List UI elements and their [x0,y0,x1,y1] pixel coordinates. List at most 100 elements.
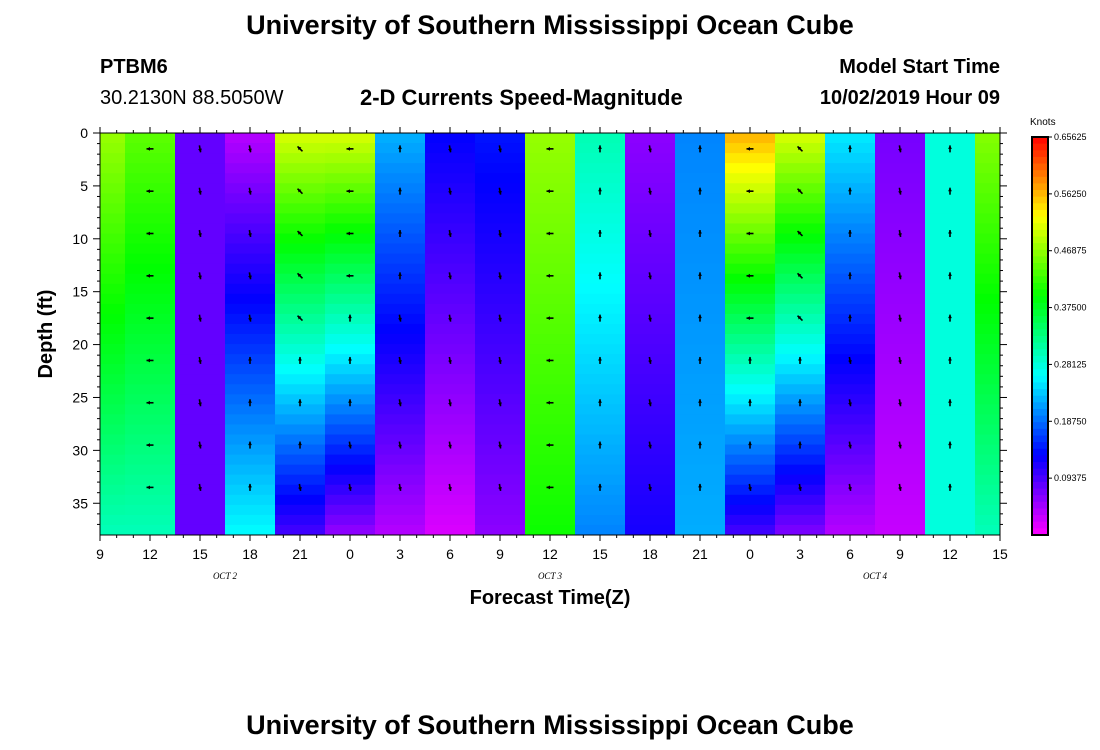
heatmap-cell [525,273,576,285]
heatmap-cell [875,424,926,436]
heatmap-cell [575,283,626,295]
heatmap-cell [100,444,126,456]
heatmap-cell [100,394,126,405]
current-arrow [498,314,502,322]
heatmap-cell [975,193,1000,204]
heatmap-cell [325,454,376,466]
heatmap-cell [125,133,176,144]
heatmap-cell [725,474,776,486]
current-arrow [398,272,402,280]
heatmap-cell [225,163,276,174]
heatmap-cell [875,253,926,265]
heatmap-cell [675,263,726,275]
heatmap-cell [725,454,776,466]
heatmap-cell [125,263,176,275]
model-start-value: 10/02/2019 Hour 09 [819,87,1000,109]
heatmap-cell [375,163,426,174]
heatmap-cell [375,334,426,345]
heatmap-cell [275,434,326,446]
heatmap-cell [525,334,576,345]
heatmap-cell [825,223,876,235]
current-arrow [698,441,702,449]
heatmap-cell [375,193,426,204]
heatmap-cell [425,504,476,516]
heatmap-cell [625,153,676,164]
heatmap-cell [325,424,376,436]
heatmap-cell [675,424,726,436]
heatmap-cell [275,384,326,395]
heatmap-cell [325,444,376,456]
heatmap-cell [325,464,376,476]
heatmap-cell [375,464,426,476]
heatmap-cell [100,233,126,245]
heatmap-cell [100,133,126,144]
heatmap-cell [425,233,476,245]
heatmap-cell [275,253,326,265]
current-arrow [598,272,602,280]
heatmap-cell [825,203,876,214]
current-arrow [898,187,902,195]
heatmap-cell [100,293,126,305]
station-coords: 30.2130N 88.5050W [100,87,284,109]
heatmap-cell [575,163,626,174]
heatmap-cell [625,374,676,385]
heatmap-cell [775,193,826,204]
heatmap-cell [875,293,926,305]
heatmap-cell [175,303,226,315]
heatmap-cell [175,213,226,225]
current-arrow [798,483,802,491]
heatmap-cell [375,173,426,184]
heatmap-cell [825,153,876,164]
heatmap-cell [100,334,126,345]
heatmap-cell [725,514,776,526]
heatmap-cell [175,193,226,204]
heatmap-cell [125,504,176,516]
heatmap-cell [525,444,576,456]
heatmap-cell [925,163,976,174]
heatmap-cell [775,203,826,214]
heatmap-cell [325,233,376,245]
current-arrow [898,314,902,322]
heatmap-cell [775,293,826,305]
current-arrow [498,441,502,449]
heatmap-cell [275,444,326,456]
heatmap-cell [575,323,626,335]
heatmap-cell [925,334,976,345]
heatmap-cell [425,193,476,204]
heatmap-cell [825,243,876,255]
heatmap-cell [975,303,1000,315]
heatmap-cell [100,494,126,506]
heatmap-cell [475,404,526,415]
x-tick-label: 15 [592,546,608,562]
heatmap-cell [375,494,426,506]
heatmap-cell [125,253,176,265]
heatmap-cell [875,414,926,426]
heatmap-cell [725,133,776,144]
heatmap-cell [525,213,576,225]
heatmap-cell [275,323,326,335]
heatmap-cell [775,283,826,295]
heatmap-cell [575,514,626,526]
heatmap-cell [475,414,526,426]
heatmap-cell [675,334,726,345]
current-arrow [948,272,952,280]
heatmap-cell [575,303,626,315]
heatmap-cell [975,444,1000,456]
current-arrow [398,314,402,322]
heatmap-cell [725,494,776,506]
heatmap-cell [825,323,876,335]
heatmap-cell [425,464,476,476]
heatmap-cell [525,173,576,184]
heatmap-cell [325,273,376,285]
current-arrow [648,314,652,322]
heatmap-cell [100,524,126,535]
heatmap-cell [375,454,426,466]
heatmap-cell [725,384,776,395]
heatmap-cell [175,243,226,255]
heatmap-cell [575,133,626,144]
heatmap-cell [625,444,676,456]
heatmap-cell [875,474,926,486]
heatmap-cell [775,464,826,476]
x-tick-label: 6 [846,546,854,562]
heatmap-cell [625,133,676,144]
